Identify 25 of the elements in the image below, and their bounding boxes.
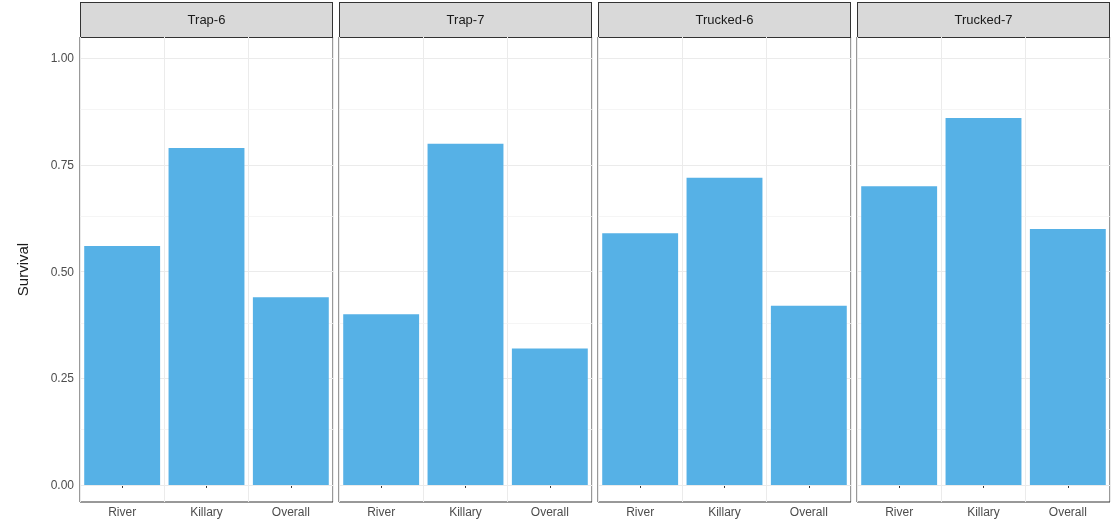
- chart-title: Trucked-6: [598, 2, 851, 38]
- y-tick-label: 0.75: [50, 157, 75, 172]
- x-tick-label: Overall: [530, 505, 569, 519]
- chart-title: Trap-7: [339, 2, 592, 38]
- y-tick-label: 1.00: [50, 51, 75, 66]
- y-axis-title: Survival: [14, 242, 31, 297]
- x-tick-label: Killary: [190, 505, 223, 519]
- x-tick-label: River: [367, 505, 396, 519]
- chart-title: Trap-6: [80, 2, 333, 38]
- x-tick-label: Killary: [708, 505, 741, 519]
- x-tick-label: River: [885, 505, 914, 519]
- chart-title: Trucked-7: [857, 2, 1110, 38]
- x-tick-label: River: [626, 505, 655, 519]
- x-tick-label: Overall: [789, 505, 828, 519]
- y-tick-label: 0.50: [50, 264, 75, 279]
- x-tick-label: River: [108, 505, 137, 519]
- x-tick-label: Killary: [967, 505, 1000, 519]
- x-tick-label: Killary: [449, 505, 482, 519]
- y-tick-label: 0.25: [50, 371, 75, 386]
- bar: [168, 147, 245, 485]
- bar: [252, 297, 329, 485]
- bar: [84, 246, 161, 485]
- x-tick-label: Overall: [271, 505, 310, 519]
- y-tick-label: 0.00: [50, 477, 75, 492]
- x-tick-label: Overall: [1048, 505, 1087, 519]
